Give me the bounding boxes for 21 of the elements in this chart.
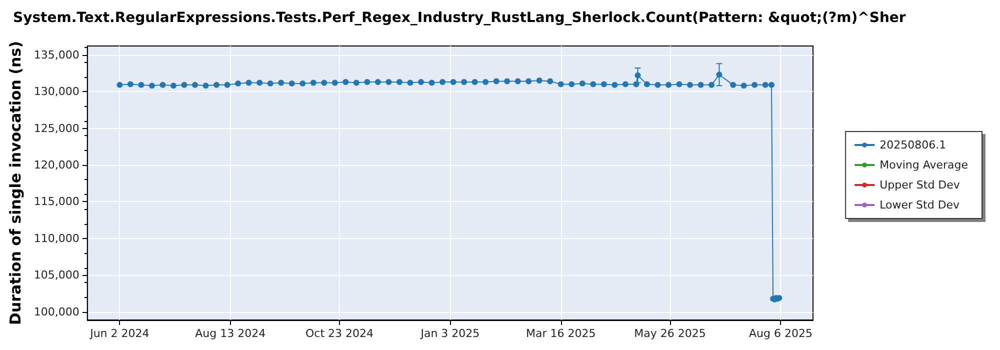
x-tick-label: Jun 2 2024	[89, 327, 150, 340]
legend-label: Lower Std Dev	[880, 198, 960, 212]
x-tick-label: Jan 3 2025	[420, 327, 480, 340]
x-tick-label: May 26 2025	[634, 327, 706, 340]
y-tick-label: 100,000	[34, 305, 80, 318]
x-tick-label: Mar 16 2025	[526, 327, 596, 340]
chart-title: System.Text.RegularExpressions.Tests.Perf_Regex_Industry_RustLang_Sherlock.Count(Pattern: &quot;(?m)^Sher	[13, 10, 906, 26]
y-tick-label: 120,000	[34, 158, 80, 172]
y-tick-label: 105,000	[34, 268, 80, 282]
legend-label: Moving Average	[880, 158, 968, 172]
y-tick-label: 110,000	[34, 232, 80, 245]
x-tick-label: Aug 6 2025	[748, 327, 812, 340]
y-tick-label: 115,000	[34, 195, 80, 208]
x-tick-label: Aug 13 2024	[195, 327, 266, 340]
y-tick-label: 130,000	[34, 85, 80, 98]
y-axis-title: Duration of single invocation (ns)	[6, 41, 24, 325]
legend-label: 20250806.1	[880, 138, 946, 152]
x-tick-label: Oct 23 2024	[306, 327, 374, 340]
y-tick-label: 135,000	[34, 48, 80, 62]
legend-label: Upper Std Dev	[880, 178, 960, 192]
y-tick-label: 125,000	[34, 122, 80, 135]
